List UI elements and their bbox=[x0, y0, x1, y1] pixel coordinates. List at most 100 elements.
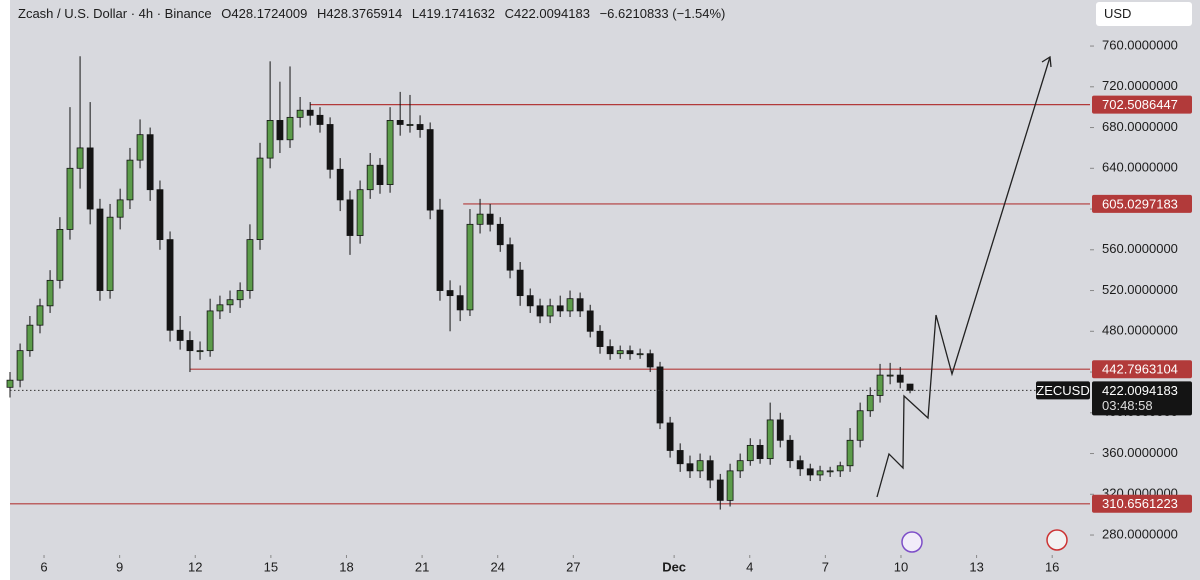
ohlc-close: C422.0094183 bbox=[504, 6, 590, 21]
candle-body bbox=[286, 116, 294, 141]
candle-body bbox=[826, 470, 834, 473]
candle-body bbox=[506, 244, 514, 271]
candle-body bbox=[706, 460, 714, 481]
x-tick-label: 18 bbox=[339, 559, 353, 574]
low-key: L bbox=[411, 6, 420, 21]
x-tick-label: 9 bbox=[116, 559, 123, 574]
candle-body bbox=[596, 330, 604, 347]
candle-body bbox=[306, 109, 314, 116]
candle-body bbox=[66, 167, 74, 230]
x-tick-label: 13 bbox=[969, 559, 983, 574]
candle-body bbox=[886, 374, 894, 377]
symbol-label: ZECUSD bbox=[1036, 383, 1089, 398]
x-tick-label: 15 bbox=[264, 559, 278, 574]
candle-body bbox=[226, 299, 234, 306]
candle-body bbox=[586, 310, 594, 332]
candle-body bbox=[856, 410, 864, 441]
level-label: 442.7963104 bbox=[1102, 362, 1178, 377]
currency-button[interactable]: USD bbox=[1096, 2, 1192, 26]
y-tick-label: 480.0000000 bbox=[1102, 323, 1178, 338]
candle-body bbox=[796, 460, 804, 470]
labels: 280.0000000320.0000000360.0000000400.000… bbox=[40, 37, 1192, 574]
y-tick-label: 520.0000000 bbox=[1102, 282, 1178, 297]
event-icon[interactable] bbox=[901, 531, 923, 553]
candle-body bbox=[786, 439, 794, 462]
level-label-bg bbox=[1092, 95, 1192, 114]
y-tick-label: 680.0000000 bbox=[1102, 119, 1178, 134]
candle-body bbox=[396, 120, 404, 125]
candle-body bbox=[386, 120, 394, 185]
candle-body bbox=[296, 109, 304, 118]
candle-body bbox=[656, 366, 664, 424]
candle-body bbox=[626, 350, 634, 355]
candle-body bbox=[106, 216, 114, 291]
low-value: 419.1741632 bbox=[419, 6, 496, 21]
candle-body bbox=[336, 168, 344, 201]
candle-body bbox=[256, 157, 264, 241]
candle-body bbox=[186, 340, 194, 352]
flag-icon[interactable] bbox=[1046, 529, 1068, 551]
candle-body bbox=[176, 329, 184, 341]
candle-body bbox=[666, 422, 674, 451]
candle-body bbox=[636, 353, 644, 356]
candle-body bbox=[576, 298, 584, 312]
candle-body bbox=[676, 450, 684, 465]
projection-arrowhead bbox=[1041, 55, 1052, 68]
x-tick-label: 7 bbox=[822, 559, 829, 574]
candle-body bbox=[736, 460, 744, 472]
level-label-bg bbox=[1092, 494, 1192, 513]
candle-body bbox=[56, 229, 64, 281]
x-tick-label: 12 bbox=[188, 559, 202, 574]
close-value: 422.0094183 bbox=[514, 6, 590, 21]
candle-body bbox=[646, 353, 654, 368]
x-tick-label: 6 bbox=[40, 559, 47, 574]
candle-body bbox=[536, 305, 544, 317]
candle-body bbox=[726, 470, 734, 501]
high-value: 428.3765914 bbox=[326, 6, 403, 21]
candle-body bbox=[266, 120, 274, 159]
y-tick-label: 280.0000000 bbox=[1102, 526, 1178, 541]
y-tick-label: 640.0000000 bbox=[1102, 160, 1178, 175]
high-key: H bbox=[316, 6, 327, 21]
x-tick-label: 10 bbox=[894, 559, 908, 574]
candle-body bbox=[806, 468, 814, 476]
candle-body bbox=[46, 279, 54, 307]
open-value: 428.1724009 bbox=[231, 6, 308, 21]
candle-body bbox=[166, 239, 174, 331]
ohlc-low: L419.1741632 bbox=[411, 6, 496, 21]
x-tick-label: 24 bbox=[490, 559, 504, 574]
candle-body bbox=[496, 223, 504, 246]
candle-body bbox=[516, 269, 524, 297]
candle-body bbox=[76, 147, 84, 169]
price-label-bg bbox=[1092, 381, 1192, 416]
legend-header: Zcash / U.S. Dollar · 4h · Binance O428.… bbox=[18, 6, 731, 21]
level-label-bg bbox=[1092, 360, 1192, 379]
change: −6.6210833 (−1.54%) bbox=[599, 6, 726, 21]
candle-body bbox=[906, 383, 914, 391]
y-tick-label: 760.0000000 bbox=[1102, 37, 1178, 52]
candle-body bbox=[236, 290, 244, 301]
candle-body bbox=[96, 208, 104, 291]
candle-body bbox=[486, 213, 494, 225]
candle-body bbox=[16, 350, 24, 381]
candle-body bbox=[566, 298, 574, 312]
candle-body bbox=[846, 439, 854, 467]
candle-body bbox=[196, 350, 204, 353]
ohlc-open: O428.1724009 bbox=[221, 6, 308, 21]
level-label: 310.6561223 bbox=[1102, 496, 1178, 511]
candle-body bbox=[836, 465, 844, 472]
symbol-label-bg bbox=[1036, 381, 1090, 400]
candle-body bbox=[126, 159, 134, 201]
candle-body bbox=[466, 223, 474, 311]
time-axis bbox=[10, 555, 1090, 580]
candle-body bbox=[546, 305, 554, 317]
plot-area bbox=[10, 0, 1090, 555]
candle-body bbox=[616, 350, 624, 355]
open-key: O bbox=[221, 6, 232, 21]
candle-body bbox=[26, 324, 34, 352]
y-tick-label: 360.0000000 bbox=[1102, 445, 1178, 460]
x-tick-label: 27 bbox=[566, 559, 580, 574]
y-tick-label: 720.0000000 bbox=[1102, 78, 1178, 93]
x-tick-label: Dec bbox=[662, 559, 686, 574]
